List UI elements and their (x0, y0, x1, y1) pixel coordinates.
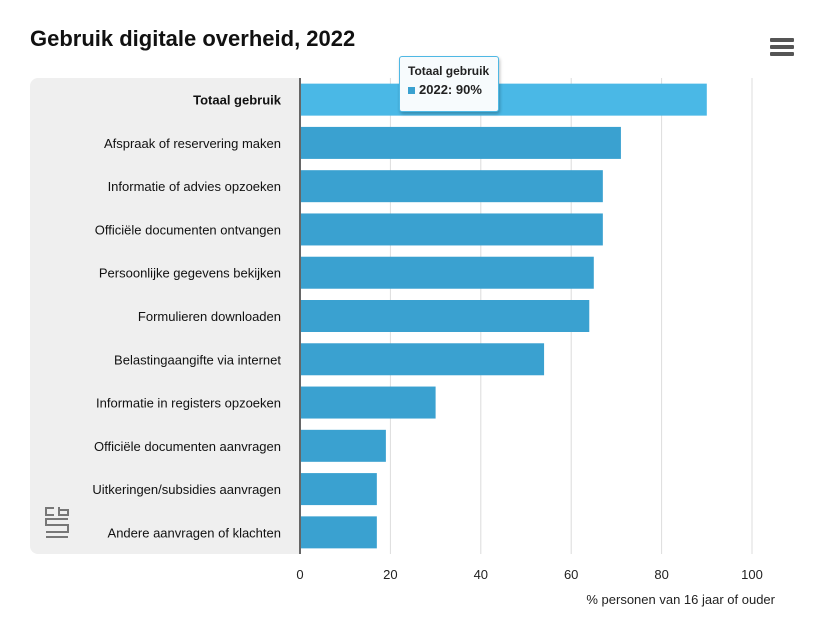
category-label: Formulieren downloaden (138, 309, 281, 324)
category-label: Andere aanvragen of klachten (108, 525, 281, 540)
x-axis-label: % personen van 16 jaar of ouder (586, 592, 775, 607)
x-tick-label: 40 (474, 567, 488, 582)
cbs-logo (45, 507, 69, 538)
bar-1[interactable] (301, 126, 621, 159)
bar-8[interactable] (301, 429, 386, 462)
x-axis-ticks: 0 20 40 60 80 100 (296, 567, 762, 582)
category-label: Uitkeringen/subsidies aanvragen (92, 482, 281, 497)
category-label: Informatie in registers opzoeken (96, 396, 281, 411)
tooltip: Totaal gebruik 2022: 90% (399, 56, 499, 112)
category-label: Informatie of advies opzoeken (108, 179, 281, 194)
x-tick-label: 80 (654, 567, 668, 582)
bar-4[interactable] (301, 256, 594, 289)
chart-title: Gebruik digitale overheid, 2022 (30, 26, 356, 51)
category-label: Afspraak of reservering maken (104, 136, 281, 151)
tooltip-title: Totaal gebruik (408, 64, 490, 78)
category-label: Persoonlijke gegevens bekijken (99, 266, 281, 281)
category-label: Officiële documenten ontvangen (95, 222, 281, 237)
bar-10[interactable] (301, 516, 377, 549)
category-labels: Totaal gebruik Afspraak of reservering ma… (92, 93, 281, 541)
bar-7[interactable] (301, 386, 436, 419)
bar-9[interactable] (301, 473, 377, 506)
category-label: Belastingaangifte via internet (114, 352, 281, 367)
category-label: Totaal gebruik (193, 93, 282, 108)
bar-6[interactable] (301, 343, 545, 376)
category-label-panel (30, 78, 300, 554)
tooltip-swatch (408, 87, 415, 94)
category-label: Officiële documenten aanvragen (94, 439, 281, 454)
bar-3[interactable] (301, 213, 603, 246)
hamburger-menu-icon[interactable] (770, 38, 794, 58)
x-tick-label: 60 (564, 567, 578, 582)
bar-2[interactable] (301, 170, 603, 203)
x-tick-label: 20 (383, 567, 397, 582)
tooltip-value: 2022: 90% (419, 82, 482, 97)
bars (301, 83, 707, 549)
bar-5[interactable] (301, 300, 590, 332)
bar-0[interactable] (301, 83, 707, 116)
x-tick-label: 0 (296, 567, 303, 582)
x-tick-label: 100 (741, 567, 763, 582)
